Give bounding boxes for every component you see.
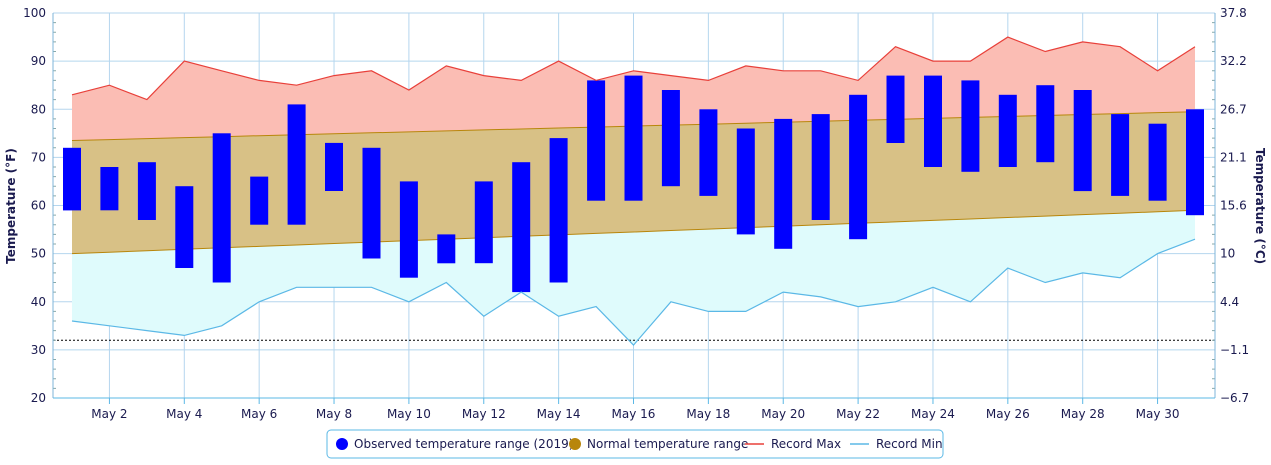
observed-bar <box>325 142 343 191</box>
observed-bar <box>961 80 980 172</box>
observed-bar <box>587 80 606 201</box>
record-min-band <box>72 210 1195 346</box>
legend-normal-marker[interactable] <box>569 438 581 450</box>
observed-bar <box>886 75 905 143</box>
observed-bar <box>399 181 418 278</box>
y-tick-label-right: 32.2 <box>1220 54 1247 68</box>
observed-bar <box>1073 90 1092 192</box>
x-tick-label: May 2 <box>91 407 127 421</box>
legend-observed-label[interactable]: Observed temperature range (2019) <box>354 437 573 451</box>
legend: Observed temperature range (2019) Normal… <box>326 429 944 459</box>
observed-bar <box>1036 85 1055 163</box>
observed-bar <box>100 167 119 211</box>
normal-low-line <box>71 209 1196 255</box>
observed-bars <box>63 75 1204 293</box>
axes: 20 −6.7 30 −1.1 40 4.4 50 10 60 15.6 70 21.1 80 26.7 9… <box>23 6 1249 421</box>
observed-bar <box>924 75 942 167</box>
observed-bar <box>624 75 643 201</box>
x-tick-label: May 10 <box>387 407 431 421</box>
legend-normal-label[interactable]: Normal temperature range <box>587 437 748 451</box>
record-lines <box>53 36 1215 346</box>
x-tick-label: May 6 <box>241 407 277 421</box>
observed-bar <box>512 162 531 293</box>
y-tick-label-left: 70 <box>31 150 46 164</box>
legend-record-max-label[interactable]: Record Max <box>771 437 841 451</box>
observed-bar <box>287 104 306 225</box>
x-tick-label: May 18 <box>686 407 730 421</box>
x-tick-label: May 20 <box>761 407 805 421</box>
observed-bar <box>661 90 680 187</box>
y-tick-label-right: −1.1 <box>1220 343 1249 357</box>
record-max-line <box>71 36 1196 101</box>
observed-bar <box>137 162 156 220</box>
y-tick-label-right: 26.7 <box>1220 102 1247 116</box>
y-tick-label-right: −6.7 <box>1220 391 1249 405</box>
observed-bar <box>549 138 568 283</box>
observed-bar <box>736 128 755 235</box>
x-tick-label: May 30 <box>1136 407 1180 421</box>
observed-bar <box>811 114 830 220</box>
y-tick-label-right: 37.8 <box>1220 6 1247 20</box>
observed-bar <box>175 186 194 268</box>
legend-record-min-label[interactable]: Record Min <box>876 437 943 451</box>
observed-bar <box>699 109 718 196</box>
observed-bar <box>1111 114 1130 196</box>
y-tick-label-right: 10 <box>1220 247 1235 261</box>
observed-bar <box>437 234 456 264</box>
observed-bar <box>362 147 381 259</box>
y-tick-label-left: 30 <box>31 343 46 357</box>
observed-bar <box>250 176 269 225</box>
legend-box <box>326 429 944 459</box>
y-tick-label-right: 4.4 <box>1220 295 1239 309</box>
y-tick-label-left: 50 <box>31 247 46 261</box>
right-axis-title: Temperature (°C) <box>1253 148 1267 264</box>
observed-bar <box>998 94 1017 167</box>
y-tick-label-left: 80 <box>31 102 46 116</box>
observed-bar <box>63 147 81 211</box>
observed-bar <box>1148 123 1167 201</box>
x-tick-label: May 14 <box>537 407 581 421</box>
x-tick-label: May 22 <box>836 407 880 421</box>
left-axis-title: Temperature (°F) <box>4 148 18 264</box>
y-tick-label-left: 100 <box>23 6 46 20</box>
observed-bar <box>849 94 868 240</box>
x-tick-label: May 12 <box>462 407 506 421</box>
x-tick-label: May 26 <box>986 407 1030 421</box>
x-tick-label: May 24 <box>911 407 955 421</box>
observed-bar <box>1186 109 1204 216</box>
x-tick-label: May 28 <box>1061 407 1105 421</box>
y-tick-label-right: 21.1 <box>1220 150 1247 164</box>
x-tick-label: May 16 <box>612 407 656 421</box>
legend-observed-marker[interactable] <box>336 438 348 450</box>
y-tick-label-right: 15.6 <box>1220 199 1247 213</box>
record-min-line <box>71 238 1196 346</box>
observed-bar <box>774 118 793 249</box>
observed-bar <box>212 133 231 283</box>
y-tick-label-left: 40 <box>31 295 46 309</box>
y-tick-label-left: 90 <box>31 54 46 68</box>
y-tick-label-left: 20 <box>31 391 46 405</box>
y-tick-label-left: 60 <box>31 199 46 213</box>
observed-bar <box>474 181 493 264</box>
x-tick-label: May 8 <box>316 407 352 421</box>
x-tick-label: May 4 <box>166 407 202 421</box>
